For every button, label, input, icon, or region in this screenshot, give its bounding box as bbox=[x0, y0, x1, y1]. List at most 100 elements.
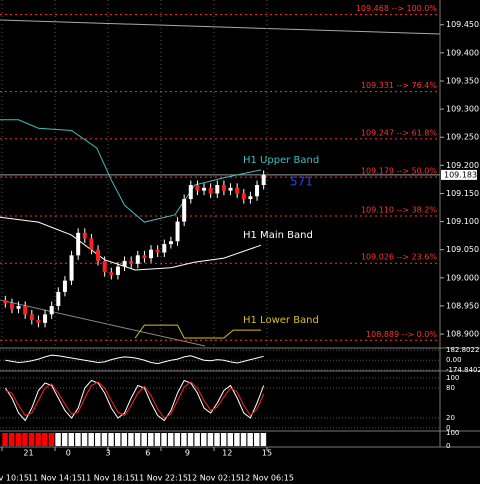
y-tick-label: 108.950 bbox=[446, 301, 479, 310]
candle-body bbox=[23, 305, 28, 315]
band-label: H1 Main Band bbox=[243, 230, 313, 241]
trend-line bbox=[0, 299, 206, 347]
strip-bar bbox=[234, 433, 240, 446]
candle-body bbox=[202, 187, 207, 191]
strip-bar bbox=[15, 433, 22, 446]
band-line bbox=[0, 216, 262, 271]
candle-body bbox=[3, 300, 8, 304]
price-box bbox=[441, 169, 477, 180]
indicator-line bbox=[4, 379, 265, 422]
strip-bar bbox=[207, 433, 214, 446]
candle-body bbox=[96, 249, 101, 261]
fib-label: 109.179 --> 50.0% bbox=[361, 167, 437, 176]
strip-bar bbox=[161, 433, 167, 446]
y-tick-label: 109.200 bbox=[446, 161, 479, 170]
candle-body bbox=[36, 320, 41, 323]
strip-bar bbox=[220, 433, 227, 446]
candle-body bbox=[69, 255, 74, 281]
fib-label: 109.468 --> 100.0% bbox=[356, 4, 438, 13]
strip-bar bbox=[128, 433, 134, 446]
strip-bar bbox=[134, 433, 141, 446]
fib-label: 109.110 --> 38.2% bbox=[361, 205, 437, 214]
strip-bar bbox=[227, 433, 234, 446]
strip-bar bbox=[95, 433, 101, 446]
candle-body bbox=[155, 249, 160, 253]
price-label: 109.183 bbox=[444, 170, 477, 179]
fib-label: 108.889 --> 0.0% bbox=[366, 330, 437, 339]
strip-bar bbox=[68, 433, 75, 446]
y-tick-label: 0.00 bbox=[446, 356, 462, 364]
candle-body bbox=[49, 305, 54, 315]
y-tick-label: 109.250 bbox=[446, 133, 479, 142]
hour-label: 15 bbox=[262, 449, 272, 458]
strip-bar bbox=[75, 433, 81, 446]
candle-body bbox=[56, 291, 61, 306]
candle-body bbox=[76, 232, 81, 256]
strip-bar bbox=[187, 433, 194, 446]
y-tick-label: 109.050 bbox=[446, 245, 479, 254]
candle-body bbox=[248, 196, 253, 200]
annotation: 571 bbox=[290, 175, 313, 189]
strip-bar bbox=[154, 433, 161, 446]
y-tick-label: 109.450 bbox=[446, 20, 479, 29]
strip-bar bbox=[22, 433, 28, 446]
y-tick-label: 109.300 bbox=[446, 105, 479, 114]
strip-bar bbox=[247, 433, 253, 446]
fib-label: 109.026 --> 23.6% bbox=[361, 253, 437, 262]
strip-bar bbox=[114, 433, 121, 446]
strip-bar bbox=[55, 433, 61, 446]
band-line bbox=[134, 324, 262, 339]
hour-label: 0 bbox=[66, 449, 71, 458]
candle-body bbox=[82, 232, 87, 239]
candle-body bbox=[9, 303, 14, 309]
band-label: H1 Lower Band bbox=[243, 315, 319, 326]
indicator-line bbox=[5, 381, 265, 419]
strip-bar bbox=[121, 433, 128, 446]
x-tick-label: 12 Nov 02:15 bbox=[187, 474, 241, 483]
candle-body bbox=[215, 185, 220, 194]
strip-bar bbox=[194, 433, 200, 446]
candle-body bbox=[168, 241, 173, 245]
y-tick-label: 20 bbox=[446, 414, 455, 422]
strip-bar bbox=[260, 433, 267, 446]
y-tick-label: 109.350 bbox=[446, 76, 479, 85]
x-tick-label: 11 Nov 22:15 bbox=[134, 474, 188, 483]
x-tick-label: 11 Nov 14:15 bbox=[28, 474, 82, 483]
strip-bar bbox=[88, 433, 94, 446]
candle-body bbox=[122, 260, 127, 267]
candle-body bbox=[115, 266, 120, 276]
strip-bar bbox=[28, 433, 35, 446]
strip-bar bbox=[108, 433, 114, 446]
candle-body bbox=[109, 272, 114, 276]
band-label: H1 Upper Band bbox=[243, 155, 319, 166]
candle-body bbox=[43, 314, 48, 323]
x-tick-label: 12 Nov 06:15 bbox=[240, 474, 294, 483]
strip-bar bbox=[61, 433, 68, 446]
strip-bar bbox=[48, 433, 55, 446]
y-tick-label: 109.100 bbox=[446, 217, 479, 226]
indicator-line bbox=[5, 354, 264, 365]
strip-bar bbox=[214, 433, 220, 446]
x-tick-label: 11 Nov 10:15 bbox=[0, 474, 29, 483]
strip-bar bbox=[101, 433, 108, 446]
candle-body bbox=[228, 187, 233, 191]
x-tick-label: 11 Nov 18:15 bbox=[81, 474, 135, 483]
y-tick-label: 100 bbox=[446, 429, 459, 437]
y-tick-label: 0 bbox=[446, 442, 450, 450]
candle-body bbox=[135, 255, 140, 264]
strip-bar bbox=[81, 433, 88, 446]
strip-bar bbox=[201, 433, 207, 446]
y-tick-label: 182.8022 bbox=[446, 346, 479, 354]
hour-label: 12 bbox=[222, 449, 232, 458]
y-tick-label: 0 bbox=[446, 424, 450, 432]
candle-body bbox=[142, 255, 147, 259]
y-tick-label: 109.000 bbox=[446, 273, 479, 282]
candle-body bbox=[129, 260, 134, 264]
candle-body bbox=[29, 314, 34, 321]
y-tick-label: 109.400 bbox=[446, 48, 479, 57]
hour-label: 21 bbox=[23, 449, 33, 458]
candle-body bbox=[162, 244, 167, 253]
strip-bar bbox=[42, 433, 48, 446]
strip-bar bbox=[167, 433, 174, 446]
